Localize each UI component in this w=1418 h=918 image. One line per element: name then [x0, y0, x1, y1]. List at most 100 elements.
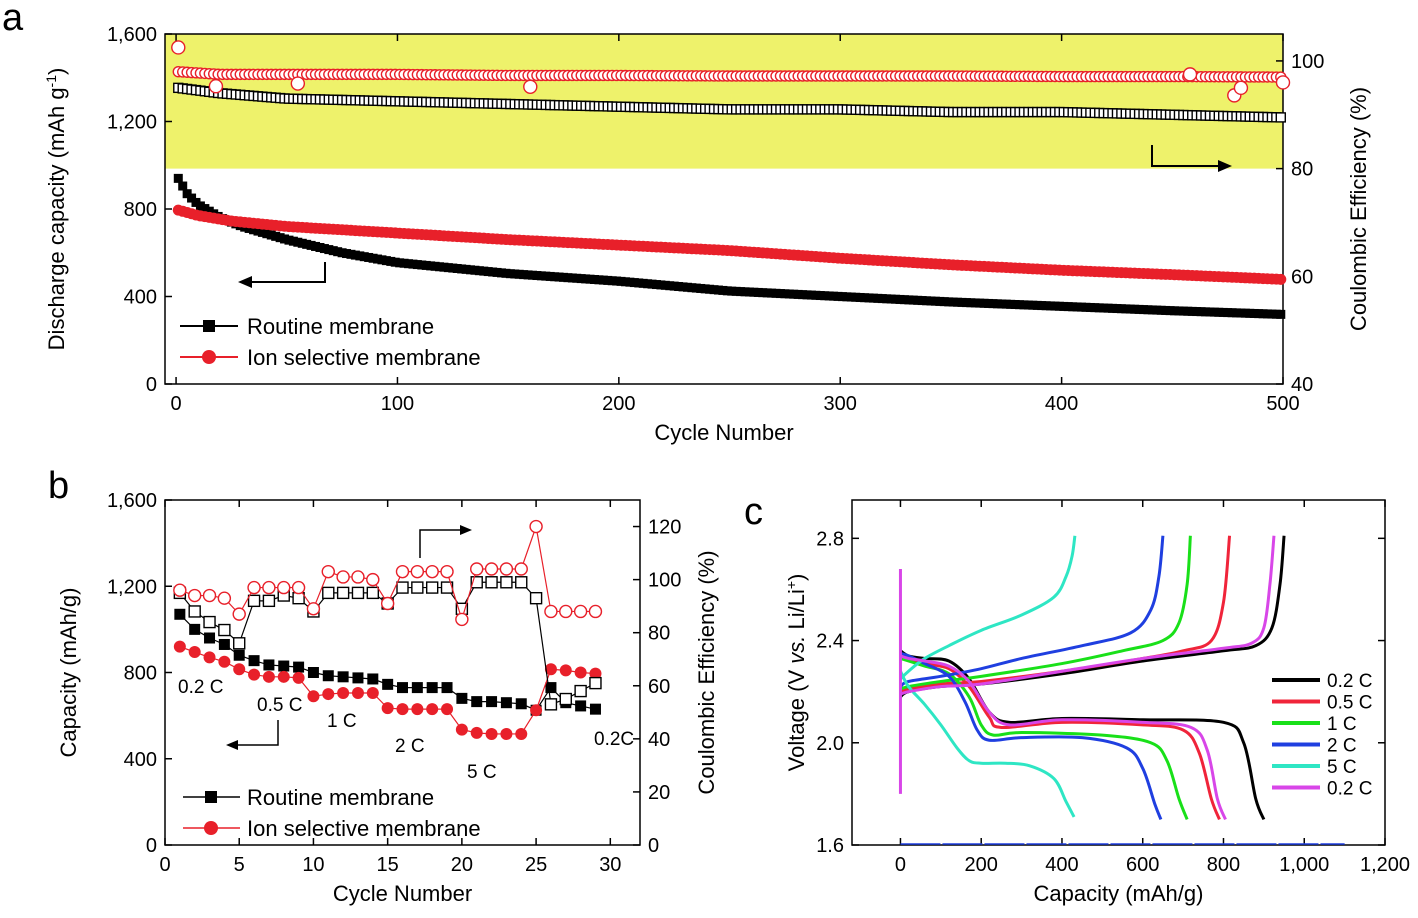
panel-a-y-tick-label: 800: [124, 199, 157, 221]
panel-b-point: [292, 591, 305, 605]
panel-b-point: [470, 562, 484, 576]
panel-b-point: [381, 702, 394, 715]
panel-b-x-tick-label: 0: [159, 854, 170, 876]
panel-b-right-axis-arrowhead: [460, 525, 472, 535]
panel-a-y2-tick-label: 100: [1291, 51, 1324, 73]
panel-c-curve-discharge: [899, 654, 1227, 821]
panel-b-point: [322, 688, 335, 701]
panel-b-letter: b: [48, 465, 69, 507]
panel-b-point: [263, 659, 275, 671]
panel-b-point: [306, 602, 321, 616]
panel-b-point: [292, 671, 305, 684]
panel-b-point: [470, 726, 483, 739]
panel-b-point: [203, 615, 216, 629]
panel-a-y2-axis-title: Coulombic Efficiency (%): [1346, 87, 1371, 331]
panel-b-point: [411, 682, 423, 694]
panel-b-point: [500, 697, 512, 709]
panel-b-left-axis-arrow: [236, 720, 279, 746]
panel-c-curve-charge: [899, 535, 1276, 696]
panel-b-point: [485, 727, 498, 740]
panel-b-point: [397, 682, 408, 694]
panel-a-x-tick-label: 0: [171, 393, 182, 415]
panel-c-curve-charge: [899, 535, 1165, 688]
panel-b-point: [441, 682, 453, 694]
panel-b-point: [218, 638, 230, 650]
panel-b-point: [247, 580, 261, 595]
panel-c-y-tick-label: 2.8: [816, 528, 844, 550]
panel-b-point: [204, 632, 216, 644]
panel-b-point: [425, 581, 439, 594]
panel-b-point: [202, 588, 217, 603]
panel-b-point: [382, 678, 394, 690]
panel-b-point: [277, 580, 291, 595]
panel-c-x-axis-title: Capacity (mAh/g): [1034, 881, 1204, 906]
panel-b-point: [367, 673, 379, 685]
panel-b-point: [203, 651, 216, 664]
panel-b-point: [262, 594, 276, 608]
panel-b-point: [322, 670, 334, 682]
panel-a-x-tick-label: 300: [824, 393, 857, 415]
panel-a-legend-label-routine: Routine membrane: [247, 314, 434, 339]
panel-a-x-tick-label: 500: [1266, 393, 1299, 415]
panel-a-y2-tick-label: 80: [1291, 159, 1313, 181]
panel-b-point: [262, 670, 275, 683]
panel-b-point: [426, 682, 438, 694]
panel-b-point: [485, 576, 498, 589]
panel-b-y-tick-label: 0: [146, 835, 157, 857]
panel-b-left-axis-arrowhead: [226, 740, 238, 750]
panel-c-curve-charge: [899, 535, 1077, 680]
panel-b-point: [217, 591, 232, 605]
panel-a-legend-label-ion: Ion selective membrane: [247, 345, 481, 370]
panel-b-point: [441, 703, 454, 716]
panel-b-point: [233, 649, 245, 661]
panel-b-rate-label: 0.2 C: [178, 677, 223, 698]
panel-b-chart: b 0 5 10 15 20 25 30 0 400 800 1,200 1,600 0 20 40 60 80…: [48, 465, 719, 906]
panel-c-y-title-part: Li/Li: [784, 589, 809, 635]
panel-b-point: [559, 604, 573, 619]
panel-b-y2-tick-label: 40: [648, 729, 670, 751]
panel-b-point: [262, 580, 276, 595]
panel-b-point: [486, 696, 498, 708]
panel-a-point: [178, 181, 188, 191]
panel-b-point: [351, 686, 364, 699]
panel-a-legend-marker-routine: [203, 320, 215, 332]
panel-b-point: [233, 663, 246, 676]
panel-c-y-tick-label: 2.0: [816, 733, 844, 755]
panel-b-y2-tick-label: 100: [648, 570, 681, 592]
panel-b-point: [396, 703, 409, 716]
panel-c-curve-discharge: [900, 657, 1189, 821]
panel-a-y-tick-label: 0: [146, 374, 157, 396]
panel-b-point: [232, 607, 246, 621]
panel-b-point: [471, 696, 483, 708]
panel-b-legend-label-routine: Routine membrane: [247, 785, 434, 810]
panel-c-legend-label: 0.2 C: [1327, 671, 1372, 692]
panel-c-x-tick-label: 1,200: [1360, 854, 1410, 876]
panel-b-point: [455, 723, 468, 736]
panel-a-legend-marker-ion: [202, 350, 216, 364]
panel-b-point: [174, 608, 186, 620]
panel-a-letter: a: [2, 0, 24, 39]
panel-b-point: [352, 672, 364, 684]
panel-c-y-title-part: Voltage (V: [784, 664, 809, 772]
panel-b-point: [544, 604, 558, 619]
panel-c-y-title-italic: vs.: [784, 636, 809, 664]
panel-b-point: [233, 637, 246, 650]
panel-b-point: [411, 581, 424, 594]
panel-a-outlier-point: [208, 79, 224, 94]
panel-a-y-axis-title-sup: -1: [43, 75, 59, 88]
panel-a-y-tick-label: 1,600: [107, 24, 157, 46]
panel-b-point: [247, 594, 261, 608]
panel-b-point: [559, 664, 572, 677]
panel-b-point: [351, 586, 365, 600]
panel-b-point: [514, 562, 528, 576]
panel-b-point: [515, 576, 528, 589]
panel-c-y-tick-label: 2.4: [816, 631, 844, 653]
panel-c-curve-discharge: [900, 651, 1163, 821]
panel-b-point: [529, 591, 543, 605]
panel-b-point: [589, 667, 602, 680]
panel-b-point: [278, 660, 290, 672]
panel-b-point: [187, 588, 202, 603]
panel-b-point: [500, 576, 513, 589]
panel-a-y2-tick-label: 40: [1291, 374, 1313, 396]
